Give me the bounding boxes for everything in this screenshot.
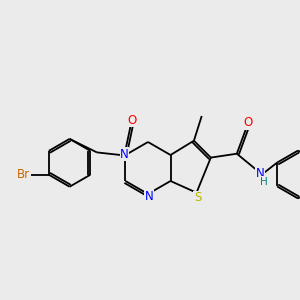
Text: O: O [128,114,137,127]
Text: H: H [260,177,268,187]
Text: O: O [243,116,253,130]
Text: N: N [145,190,153,202]
Text: Br: Br [17,168,30,181]
Text: N: N [120,148,129,160]
Text: N: N [256,167,264,180]
Text: S: S [194,191,201,204]
